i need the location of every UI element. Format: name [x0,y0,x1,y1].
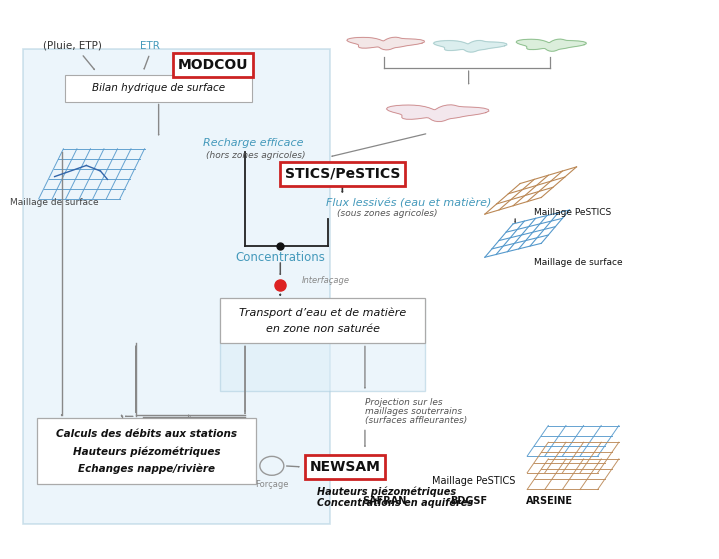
Text: (Pluie, ETP): (Pluie, ETP) [43,41,101,51]
Text: en zone non saturée: en zone non saturée [265,324,380,334]
Text: Concentrations: Concentrations [235,251,325,264]
FancyBboxPatch shape [23,49,330,524]
Text: Maillage PeSTICS: Maillage PeSTICS [432,476,516,486]
Text: Maillage de surface: Maillage de surface [10,198,99,207]
Text: (hors zones agricoles): (hors zones agricoles) [206,151,306,160]
Text: Bilan hydrique de surface: Bilan hydrique de surface [92,83,225,93]
Text: Concentrations en aquifères: Concentrations en aquifères [317,498,473,508]
Text: Flux lessivés (eau et matière): Flux lessivés (eau et matière) [326,198,492,209]
Text: NEWSAM: NEWSAM [310,460,380,474]
Text: (surfaces affleurantes): (surfaces affleurantes) [365,416,467,425]
FancyBboxPatch shape [37,418,256,484]
Text: ETR: ETR [140,41,160,51]
Text: Recharge efficace: Recharge efficace [203,138,303,148]
Text: Echanges nappe/rivière: Echanges nappe/rivière [78,464,215,475]
FancyBboxPatch shape [220,299,425,391]
Polygon shape [516,39,586,51]
Text: Hauteurs piézométriques: Hauteurs piézométriques [317,487,456,497]
FancyBboxPatch shape [220,298,425,343]
Text: Interfaçage: Interfaçage [301,276,349,285]
Text: SAFRAN: SAFRAN [362,496,406,506]
Polygon shape [387,105,489,121]
Text: Calculs des débits aux stations: Calculs des débits aux stations [56,429,237,439]
Text: Projection sur les: Projection sur les [365,399,443,408]
FancyBboxPatch shape [65,75,252,102]
Text: (sous zones agricoles): (sous zones agricoles) [336,210,437,219]
Polygon shape [434,40,507,52]
Polygon shape [347,37,424,50]
Text: Hauteurs piézométriques: Hauteurs piézométriques [73,446,220,457]
Text: MODCOU: MODCOU [178,58,249,72]
Text: maillages souterrains: maillages souterrains [365,408,462,416]
Text: STICS/PeSTICS: STICS/PeSTICS [285,167,400,181]
Text: Maillage PeSTICS: Maillage PeSTICS [534,209,611,217]
Text: BDGSF: BDGSF [450,496,487,506]
Text: Forçage: Forçage [255,480,288,489]
Text: Maillage de surface: Maillage de surface [534,258,623,267]
Text: Transport d’eau et de matière: Transport d’eau et de matière [239,307,406,318]
Text: ARSEINE: ARSEINE [526,496,573,506]
